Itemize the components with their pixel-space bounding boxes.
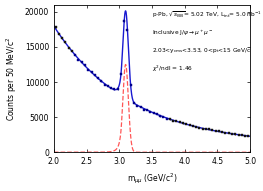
Text: p-Pb, $\sqrt{s_{NN}}$= 5.02 TeV, L$_{\rm int}$= 5.0 nb$^{-1}$: p-Pb, $\sqrt{s_{NN}}$= 5.02 TeV, L$_{\rm… (152, 9, 262, 20)
Text: 2.03<y$_{\rm cms}$<3.53, 0<p$_{\rm t}$<15 GeV/c: 2.03<y$_{\rm cms}$<3.53, 0<p$_{\rm t}$<1… (152, 46, 251, 55)
Text: $\chi^2$/ndl = 1.46: $\chi^2$/ndl = 1.46 (152, 64, 193, 74)
X-axis label: m$_{\mu\mu}$ (GeV/c$^2$): m$_{\mu\mu}$ (GeV/c$^2$) (127, 172, 177, 186)
Text: Inclusive J/$\psi$$\rightarrow$$\mu^+\mu^-$: Inclusive J/$\psi$$\rightarrow$$\mu^+\mu… (152, 28, 213, 38)
Y-axis label: Counts per 50 MeV/c$^2$: Counts per 50 MeV/c$^2$ (5, 36, 19, 121)
